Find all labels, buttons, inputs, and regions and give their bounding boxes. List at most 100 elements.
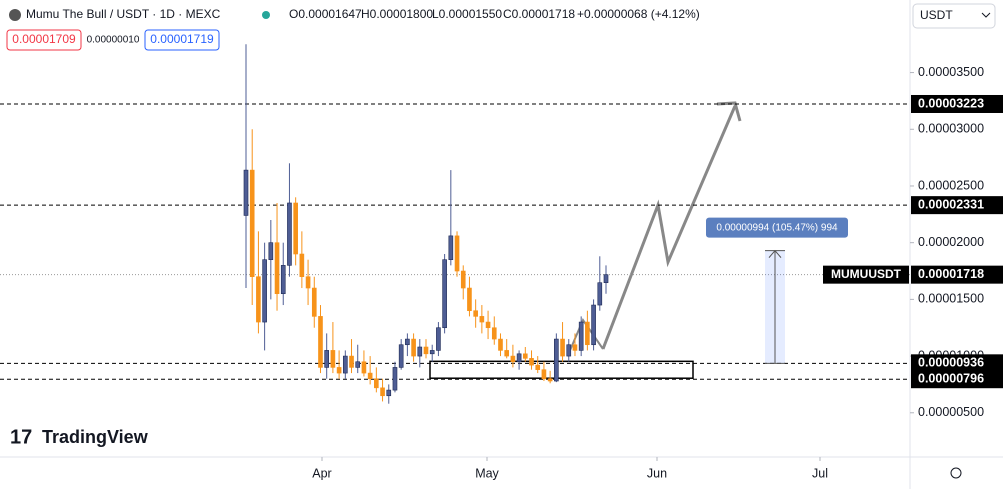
candle-body — [374, 378, 379, 389]
symbol: Mumu The Bull / USDT · 1D · MEXC — [26, 7, 221, 21]
logo: TradingView — [42, 427, 149, 447]
symbol-icon — [9, 9, 21, 21]
candle-body — [318, 316, 323, 368]
candle-body — [398, 344, 404, 368]
candle-body — [473, 310, 478, 317]
candle-body — [467, 287, 472, 312]
symbol-tag: MUMUUSDT — [831, 267, 902, 281]
candle-body — [411, 338, 416, 357]
ohlc-close: C0.00001718 — [503, 7, 575, 21]
dropdown-arrow — [981, 12, 991, 18]
candle-body — [243, 169, 249, 216]
candle-body — [491, 327, 497, 340]
candle-body — [522, 353, 528, 359]
candle-body — [510, 355, 516, 363]
ohlc-change: +0.00000068 (+4.12%) — [577, 7, 700, 21]
candle-body — [274, 242, 280, 295]
candle-body — [293, 202, 298, 255]
candle-body — [330, 350, 336, 368]
candle-body — [367, 372, 373, 380]
candle-body — [349, 355, 354, 368]
candle-body — [578, 321, 584, 351]
candle-body — [262, 259, 267, 323]
candle-body — [361, 361, 367, 374]
measure-arrow — [768, 249, 782, 258]
candle-body — [504, 350, 510, 357]
y-tick-label: 0.00003500 — [918, 65, 984, 79]
price-label: 0.00002331 — [918, 197, 984, 211]
candle-body — [342, 355, 348, 374]
symbol-tag-bg — [823, 265, 909, 284]
candle-body — [554, 338, 559, 382]
currency-select[interactable] — [912, 3, 996, 29]
candle-body — [547, 378, 553, 382]
y-tick-label: 0.00003000 — [918, 122, 984, 136]
projection-path — [567, 317, 604, 356]
candle-body — [572, 344, 578, 351]
candle-body — [454, 235, 460, 272]
candle-body — [442, 259, 447, 329]
y-tick-label: 0.00000500 — [918, 405, 984, 419]
candle-body — [541, 369, 547, 380]
price-label-bg — [911, 354, 1003, 373]
settings[interactable] — [950, 467, 962, 479]
candle-body — [256, 276, 261, 323]
candle-body — [355, 361, 361, 368]
candle-body — [423, 346, 429, 355]
candle-body — [535, 364, 541, 370]
candle-body — [336, 367, 342, 374]
measure-label: 0.00000994 (105.47%) 994 — [716, 222, 838, 233]
status-dot — [262, 11, 270, 19]
candle-body — [405, 338, 410, 346]
candle-body — [516, 353, 522, 363]
y-tick-label: 0.00001500 — [918, 292, 984, 306]
price-label-bg — [911, 265, 1003, 284]
candle-body — [597, 282, 603, 306]
candle-body — [392, 367, 398, 391]
candle-body — [485, 321, 491, 329]
ohlc-low: L0.00001550 — [432, 7, 502, 21]
candle-body — [429, 350, 435, 355]
candle-body — [436, 327, 441, 351]
candle-body — [380, 387, 385, 397]
candle-body — [603, 274, 609, 284]
candle-body — [460, 270, 466, 289]
y-tick-label: 0.00002000 — [918, 235, 984, 249]
x-tick-label: Jun — [647, 466, 667, 480]
price-label-bg — [911, 94, 1003, 113]
y-tick-label: 0.00002500 — [918, 178, 984, 192]
candle-body — [299, 253, 305, 277]
currency: USDT — [920, 8, 953, 22]
candle-body — [386, 389, 392, 397]
price-label: 0.00001718 — [918, 267, 984, 281]
candle-body — [529, 358, 534, 366]
x-tick-label: Apr — [312, 466, 331, 480]
candle-body — [448, 235, 454, 260]
ohlc-open: O0.00001647 — [289, 7, 362, 21]
candle-body — [417, 346, 423, 357]
x-tick-label: May — [475, 466, 499, 480]
projection-path — [601, 105, 737, 350]
candle-body — [287, 202, 292, 266]
price-label-bg — [911, 370, 1003, 389]
candle-body — [280, 265, 286, 295]
candle-body — [566, 344, 572, 357]
candle-body — [498, 338, 503, 351]
candle-body — [591, 304, 596, 346]
price-label-bg — [911, 196, 1003, 215]
buy-button[interactable] — [144, 29, 220, 51]
candle-body — [324, 350, 330, 368]
candle-body — [585, 321, 590, 346]
price-label: 0.00000936 — [918, 356, 984, 370]
candle-body — [305, 276, 311, 289]
candle-body — [311, 287, 317, 317]
candle-body — [560, 338, 565, 357]
ohlc-high: H0.00001800 — [361, 7, 433, 21]
x-tick-label: Jul — [812, 466, 828, 480]
price-label: 0.00000796 — [918, 372, 984, 386]
price-label: 0.00003223 — [918, 96, 984, 110]
sell-button[interactable] — [6, 29, 82, 51]
measure-label-bg — [706, 217, 848, 238]
buy-price: 0.00001719 — [150, 32, 214, 46]
